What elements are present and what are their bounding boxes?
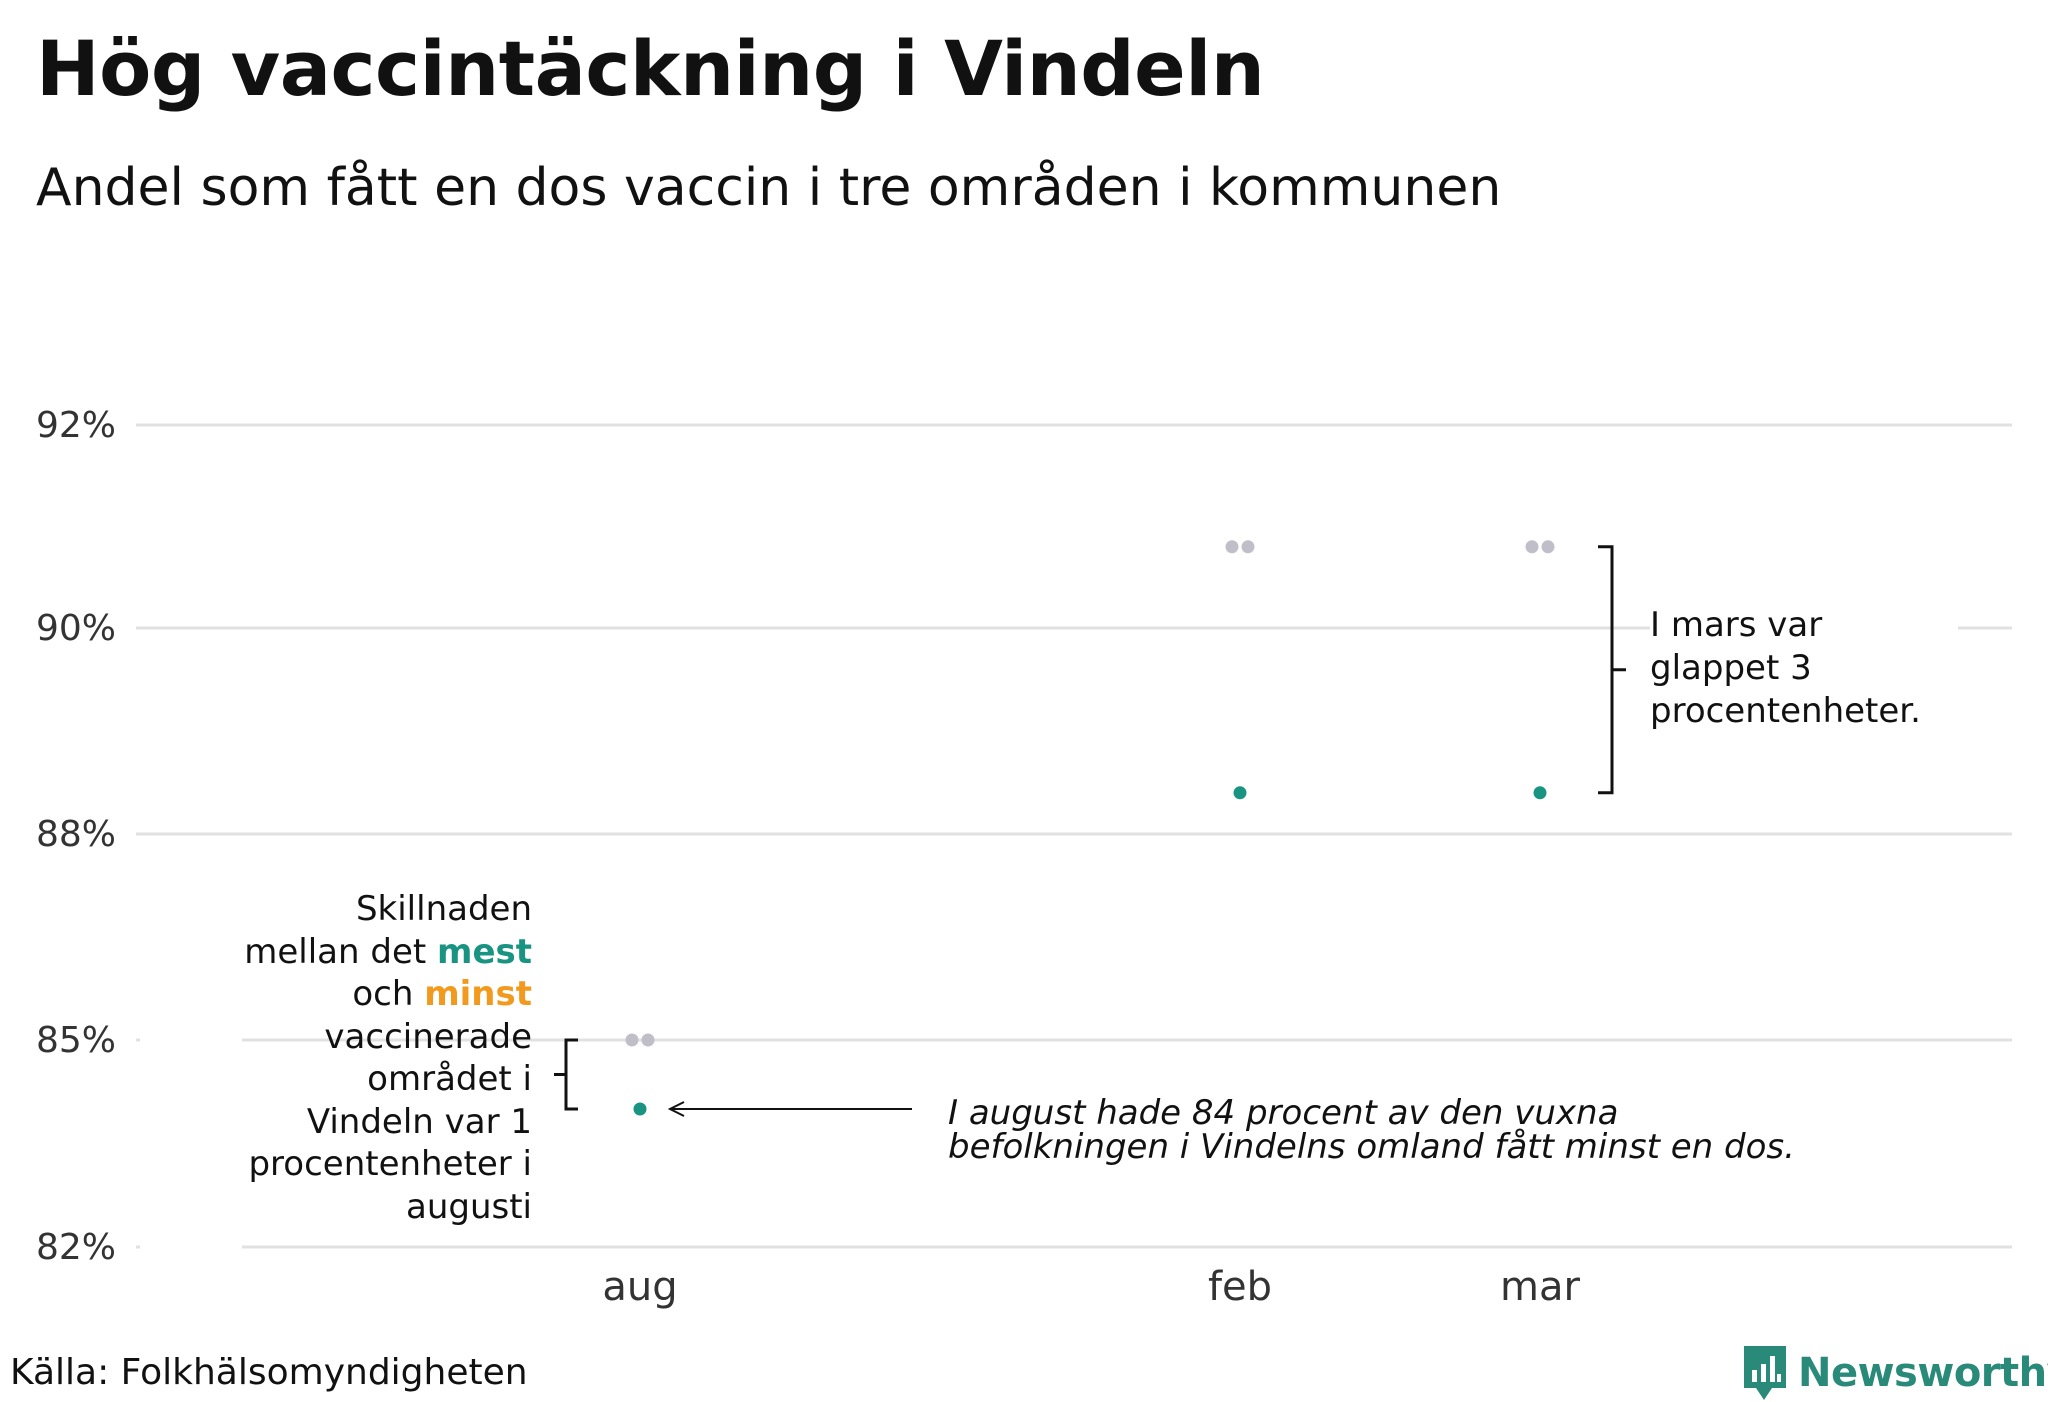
bracket-layer: [554, 545, 1626, 1117]
grid-mask: [140, 1030, 242, 1050]
grid-mask: [140, 1237, 242, 1257]
annotation-arrow-head: [667, 1101, 685, 1117]
chart-subtitle: Andel som fått en dos vaccin i tre områd…: [36, 158, 1502, 218]
data-point: [1241, 540, 1255, 554]
newsworthy-logo: Newsworthy: [1742, 1344, 2048, 1402]
source-note: Källa: Folkhälsomyndigheten: [10, 1352, 528, 1393]
x-tick-label: feb: [1208, 1264, 1272, 1310]
chart-title: Hög vaccintäckning i Vindeln: [36, 24, 1265, 113]
y-axis: 82% 85% 88% 90% 92%: [36, 405, 116, 1268]
data-point: [1233, 786, 1247, 800]
left-note-part-4: vaccinerade området i Vindeln var 1 proc…: [248, 1016, 532, 1227]
data-point: [1533, 786, 1547, 800]
y-tick-label: 85%: [36, 1020, 116, 1061]
x-tick-label: mar: [1500, 1264, 1580, 1310]
left-annotation: Skillnaden mellan det mest och minst vac…: [232, 888, 532, 1250]
data-point: [1225, 540, 1239, 554]
newsworthy-logo-icon: [1744, 1346, 1786, 1400]
data-point: [625, 1033, 639, 1047]
data-point: [1525, 540, 1539, 554]
y-tick-label: 92%: [36, 405, 116, 446]
y-tick-label: 82%: [36, 1227, 116, 1268]
data-point: [1541, 540, 1555, 554]
y-tick-label: 88%: [36, 814, 116, 855]
y-tick-label: 90%: [36, 608, 116, 649]
dot-layer: [625, 540, 1555, 1116]
arrow-annotation: I august hade 84 procent av den vuxna be…: [948, 1093, 1795, 1167]
x-axis: aug feb mar: [602, 1264, 1580, 1310]
data-point: [633, 1102, 647, 1116]
right-bracket: [1598, 545, 1626, 795]
left-note-highlight-least: minst: [424, 974, 532, 1014]
data-point: [641, 1033, 655, 1047]
right-annotation: I mars var glappet 3 procentenheter.: [1650, 604, 1958, 733]
left-bracket: [554, 1038, 578, 1111]
logo-text: Newsworthy: [1798, 1350, 2048, 1396]
left-note-highlight-most: mest: [437, 931, 532, 972]
x-tick-label: aug: [602, 1264, 677, 1310]
left-note-part-0: Skillnaden mellan det: [244, 889, 532, 972]
left-note-part-2: och: [352, 974, 425, 1014]
